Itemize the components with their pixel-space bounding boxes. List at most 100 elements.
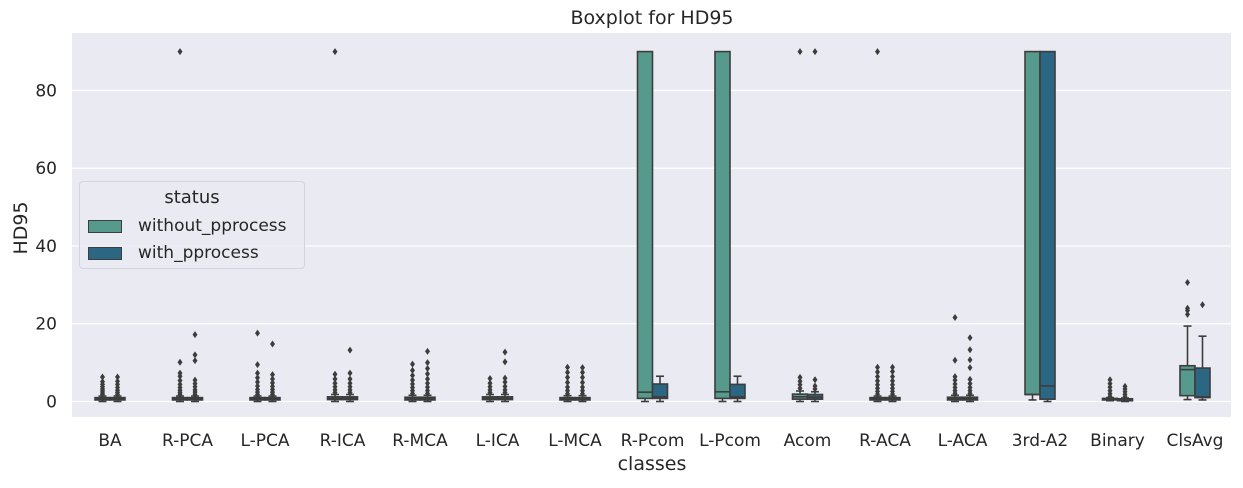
x-tick-label: L-MCA bbox=[548, 431, 602, 451]
flier-point bbox=[580, 373, 585, 381]
y-tick-label: 80 bbox=[35, 81, 57, 101]
flier-point bbox=[192, 376, 198, 384]
iqr-box bbox=[636, 50, 654, 400]
flier-point bbox=[502, 374, 508, 382]
flier-point bbox=[347, 379, 353, 387]
x-tick-label: L-PCA bbox=[240, 431, 289, 451]
flier-point bbox=[565, 383, 570, 391]
flier-point bbox=[1185, 310, 1190, 318]
legend-label-with-pprocess: with_pprocess bbox=[138, 243, 259, 263]
flier-point bbox=[797, 377, 803, 385]
flier-point bbox=[255, 369, 260, 377]
flier-point bbox=[1200, 301, 1205, 309]
flier-point bbox=[410, 380, 415, 388]
flier-point bbox=[797, 373, 803, 381]
flier-point bbox=[797, 48, 803, 56]
flier-point bbox=[255, 361, 260, 369]
x-tick-label: R-ICA bbox=[320, 431, 366, 451]
flier-point bbox=[332, 375, 338, 383]
flier-point bbox=[565, 363, 570, 371]
flier-point bbox=[487, 375, 493, 383]
y-tick-labels: 0 20 40 60 80 bbox=[35, 81, 57, 412]
flier-point bbox=[1185, 304, 1190, 312]
box-BA-without_pprocess bbox=[94, 373, 111, 403]
y-axis-label: HD95 bbox=[10, 201, 32, 254]
flier-point bbox=[100, 373, 105, 381]
flier-point bbox=[347, 375, 353, 383]
flier-point bbox=[1107, 376, 1113, 384]
x-tick-label: BA bbox=[98, 431, 122, 451]
flier-point bbox=[425, 383, 430, 391]
flier-point bbox=[890, 381, 895, 389]
flier-point bbox=[192, 331, 198, 339]
box-R-ACA-with_pprocess bbox=[884, 363, 901, 403]
legend: status without_pprocess with_pprocess bbox=[79, 181, 305, 269]
box-L-ICA-with_pprocess bbox=[496, 348, 514, 403]
iqr-box bbox=[1194, 367, 1211, 399]
flier-point bbox=[425, 370, 430, 378]
y-tick-label: 0 bbox=[46, 393, 57, 413]
box-L-PCA-with_pprocess bbox=[264, 340, 281, 403]
flier-point bbox=[875, 368, 880, 376]
legend-title: status bbox=[164, 187, 220, 208]
legend-swatch-without-pprocess bbox=[88, 219, 122, 233]
y-tick-label: 40 bbox=[35, 237, 57, 257]
box-L-ACA-without_pprocess bbox=[946, 314, 964, 403]
flier-point bbox=[255, 378, 260, 386]
chart-title: Boxplot for HD95 bbox=[570, 7, 733, 29]
flier-point bbox=[177, 377, 183, 385]
box-3rd-A2-with_pprocess bbox=[1039, 50, 1056, 403]
flier-point bbox=[580, 383, 585, 391]
x-tick-label: Binary bbox=[1090, 431, 1145, 451]
box-L-ACA-with_pprocess bbox=[961, 334, 979, 403]
box-L-Pcom-without_pprocess bbox=[714, 50, 731, 403]
flier-point bbox=[565, 368, 570, 376]
flier-point bbox=[425, 375, 430, 383]
flier-point bbox=[812, 376, 818, 384]
flier-point bbox=[410, 371, 415, 379]
flier-point bbox=[270, 371, 275, 379]
flier-point bbox=[952, 314, 958, 322]
flier-point bbox=[580, 378, 585, 386]
flier-point bbox=[332, 379, 338, 387]
box-L-MCA-with_pprocess bbox=[574, 364, 591, 403]
box-ClsAvg-without_pprocess bbox=[1179, 279, 1196, 401]
box-R-PCA-with_pprocess bbox=[186, 331, 204, 403]
flier-point bbox=[270, 379, 275, 387]
flier-point bbox=[967, 334, 973, 342]
flier-point bbox=[502, 382, 508, 390]
flier-point bbox=[875, 363, 880, 371]
box-R-Pcom-without_pprocess bbox=[636, 50, 654, 403]
flier-point bbox=[425, 359, 430, 367]
flier-point bbox=[1107, 380, 1113, 388]
flier-point bbox=[967, 364, 973, 372]
flier-point bbox=[875, 48, 880, 56]
box-ClsAvg-with_pprocess bbox=[1194, 301, 1211, 401]
y-tick-label: 20 bbox=[35, 315, 57, 335]
flier-point bbox=[425, 347, 430, 355]
flier-point bbox=[890, 373, 895, 381]
flier-point bbox=[952, 380, 958, 388]
flier-point bbox=[177, 48, 183, 56]
x-tick-label: L-Pcom bbox=[699, 431, 761, 451]
box-3rd-A2-without_pprocess bbox=[1024, 50, 1041, 401]
flier-point bbox=[100, 378, 105, 386]
flier-point bbox=[502, 348, 508, 356]
flier-point bbox=[115, 377, 120, 385]
legend-swatch-with-pprocess bbox=[88, 246, 122, 260]
flier-point bbox=[347, 346, 353, 354]
box-R-MCA-without_pprocess bbox=[404, 360, 421, 403]
legend-label-without-pprocess: without_pprocess bbox=[138, 216, 287, 236]
box-R-ACA-without_pprocess bbox=[869, 48, 886, 403]
y-tick-label: 60 bbox=[35, 159, 57, 179]
flier-point bbox=[502, 378, 508, 386]
flier-point bbox=[565, 373, 570, 381]
flier-point bbox=[192, 357, 198, 365]
x-tick-label: R-MCA bbox=[392, 431, 448, 451]
flier-point bbox=[565, 378, 570, 386]
flier-point bbox=[812, 48, 818, 56]
flier-point bbox=[812, 382, 818, 390]
box-BA-with_pprocess bbox=[109, 373, 126, 403]
flier-point bbox=[502, 358, 508, 366]
